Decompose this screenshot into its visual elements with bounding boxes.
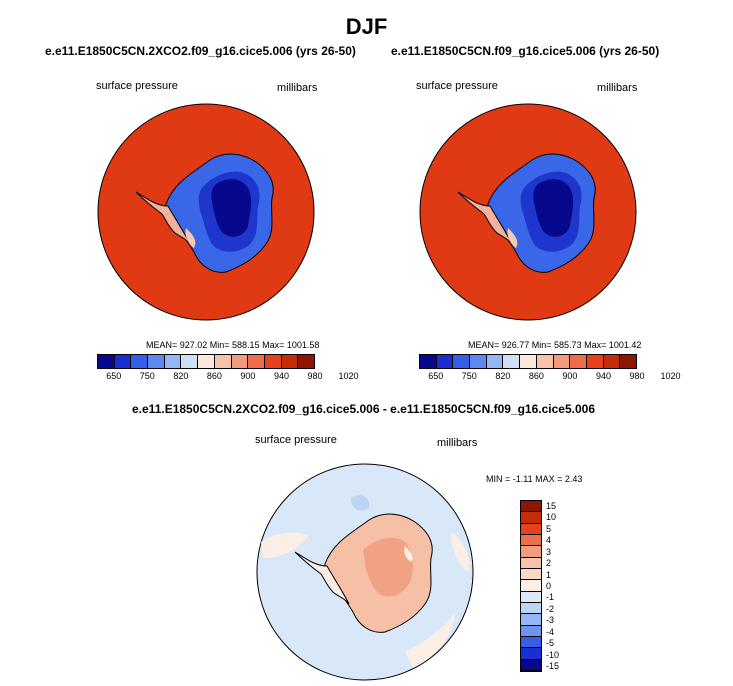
panel3-colorbar-swatch xyxy=(521,625,541,637)
panel3-colorbar-swatch xyxy=(521,602,541,615)
panel3-colorbar-tick-label: 15 xyxy=(546,500,557,511)
panel2-colorbar-tick-label: 750 xyxy=(461,371,477,381)
panel1-antarctica-pressure xyxy=(135,153,274,273)
panel3-colorbar-tick-label: -4 xyxy=(546,626,555,637)
panel3-colorbar-swatch xyxy=(521,614,541,626)
panel2-colorbar xyxy=(419,354,637,369)
panel1-polar-map xyxy=(97,103,315,321)
panel2-colorbar-tick-label: 820 xyxy=(495,371,511,381)
panel3-colorbar-tick-label: -10 xyxy=(546,649,560,660)
panel1-colorbar-swatch xyxy=(298,355,314,368)
panel3-colorbar-tick-label: 1 xyxy=(546,569,552,580)
panel3-colorbar-swatch xyxy=(521,591,541,603)
panel2-colorbar-swatch xyxy=(470,355,487,368)
panel1-colorbar xyxy=(97,354,315,369)
panel1-stats: MEAN= 927.02 Min= 588.15 Max= 1001.58 xyxy=(146,340,320,350)
panel2-colorbar-swatch xyxy=(570,355,587,368)
panel2-units-label: millibars xyxy=(597,82,638,94)
panel1-colorbar-tick-label: 900 xyxy=(240,371,256,381)
panel1-colorbar-swatch xyxy=(131,355,149,368)
panel1-colorbar-swatch xyxy=(181,355,199,368)
panel1-colorbar-tick-label: 860 xyxy=(206,371,222,381)
panel3-title: e.e11.E1850C5CN.2XCO2.f09_g16.cice5.006 … xyxy=(132,402,595,416)
panel2-antarctica-pressure xyxy=(457,153,596,273)
panel3-colorbar-tick-label: 3 xyxy=(546,546,552,557)
panel2-colorbar-swatch xyxy=(486,355,504,368)
panel2-polar-map xyxy=(419,103,637,321)
panel2-colorbar-tick-label: 940 xyxy=(595,371,611,381)
panel3-colorbar-swatch xyxy=(521,557,541,569)
panel2-colorbar-swatch xyxy=(536,355,554,368)
panel2-colorbar-tick-label: 1020 xyxy=(660,371,681,381)
panel3-stats: MIN = -1.11 MAX = 2.43 xyxy=(486,474,583,484)
panel1-colorbar-tick-label: 820 xyxy=(173,371,189,381)
panel2-variable-label: surface pressure xyxy=(416,80,498,92)
panel3-colorbar-swatch xyxy=(521,512,541,524)
panel3-polar-map xyxy=(256,463,474,681)
panel3-colorbar-swatch xyxy=(521,648,541,660)
panel1-colorbar-tick-label: 1020 xyxy=(338,371,359,381)
panel3-variable-label: surface pressure xyxy=(255,434,337,446)
panel1-colorbar-tick-label: 940 xyxy=(273,371,289,381)
panel1-colorbar-swatch xyxy=(98,355,115,368)
panel3-colorbar-tick-label: 10 xyxy=(546,512,557,523)
panel1-colorbar-swatch xyxy=(231,355,249,368)
panel1-colorbar-swatch xyxy=(264,355,282,368)
panel2-colorbar-swatch xyxy=(453,355,471,368)
panel1-colorbar-swatch xyxy=(281,355,299,368)
panel3-colorbar-tick-label: 4 xyxy=(546,535,552,546)
panel1-colorbar-swatch xyxy=(198,355,215,368)
panel2-colorbar-swatch xyxy=(503,355,521,368)
panel1-colorbar-swatch xyxy=(214,355,232,368)
panel1-colorbar-tick-label: 750 xyxy=(139,371,155,381)
panel3-colorbar-tick-label: 5 xyxy=(546,523,552,534)
panel3-colorbar xyxy=(520,500,542,672)
panel2-colorbar-swatch xyxy=(586,355,604,368)
panel3-colorbar-ticks: 15 10 5 4 3 2 1 0 -1 -2 -3 -4 -5 -10 -15 xyxy=(546,500,576,672)
panel3-antarctica-difference xyxy=(294,513,433,633)
panel1-colorbar-swatch xyxy=(248,355,265,368)
panel1-colorbar-swatch xyxy=(114,355,132,368)
panel3-colorbar-tick-label: -5 xyxy=(546,638,555,649)
panel2-colorbar-swatch xyxy=(520,355,537,368)
panel3-colorbar-tick-label: -2 xyxy=(546,603,555,614)
panel2-colorbar-swatch xyxy=(436,355,454,368)
panel1-units-label: millibars xyxy=(277,82,318,94)
panel3-colorbar-tick-label: -15 xyxy=(546,661,560,672)
panel3-units-label: millibars xyxy=(437,437,478,449)
figure-title: DJF xyxy=(345,14,388,39)
panel3-colorbar-swatch xyxy=(521,546,541,558)
panel3-colorbar-tick-label: -1 xyxy=(546,592,555,603)
panel3-colorbar-swatch xyxy=(521,523,541,535)
panel3-colorbar-swatch xyxy=(521,501,541,513)
panel3-colorbar-tick-label: 0 xyxy=(546,581,552,591)
panel2-colorbar-tick-label: 650 xyxy=(428,371,444,381)
panel1-colorbar-ticks: 650 750 820 860 900 940 980 1020 xyxy=(97,371,358,383)
panel1-colorbar-tick-label: 650 xyxy=(106,371,122,381)
panel1-colorbar-swatch xyxy=(148,355,165,368)
panel2-colorbar-tick-label: 980 xyxy=(629,371,645,381)
panel3-colorbar-swatch xyxy=(521,568,541,581)
panel2-colorbar-swatch xyxy=(620,355,636,368)
panel2-colorbar-swatch xyxy=(603,355,621,368)
panel3-colorbar-swatch xyxy=(521,580,541,592)
panel2-colorbar-tick-label: 860 xyxy=(528,371,544,381)
panel1-colorbar-tick-label: 980 xyxy=(307,371,323,381)
panel1-title: e.e11.E1850C5CN.2XCO2.f09_g16.cice5.006 … xyxy=(45,44,356,58)
panel1-variable-label: surface pressure xyxy=(96,80,178,92)
panel2-colorbar-tick-label: 900 xyxy=(562,371,578,381)
panel2-stats: MEAN= 926.77 Min= 585.73 Max= 1001.42 xyxy=(468,340,642,350)
panel2-colorbar-swatch xyxy=(553,355,571,368)
panel3-colorbar-tick-label: -3 xyxy=(546,615,555,626)
panel3-colorbar-swatch xyxy=(521,659,541,671)
panel3-colorbar-swatch xyxy=(521,636,541,649)
panel2-colorbar-ticks: 650 750 820 860 900 940 980 1020 xyxy=(419,371,680,383)
panel3-colorbar-swatch xyxy=(521,534,541,547)
panel2-title: e.e11.E1850C5CN.f09_g16.cice5.006 (yrs 2… xyxy=(391,44,660,58)
panel1-colorbar-swatch xyxy=(164,355,182,368)
panel2-colorbar-swatch xyxy=(420,355,437,368)
panel3-colorbar-tick-label: 2 xyxy=(546,558,552,569)
